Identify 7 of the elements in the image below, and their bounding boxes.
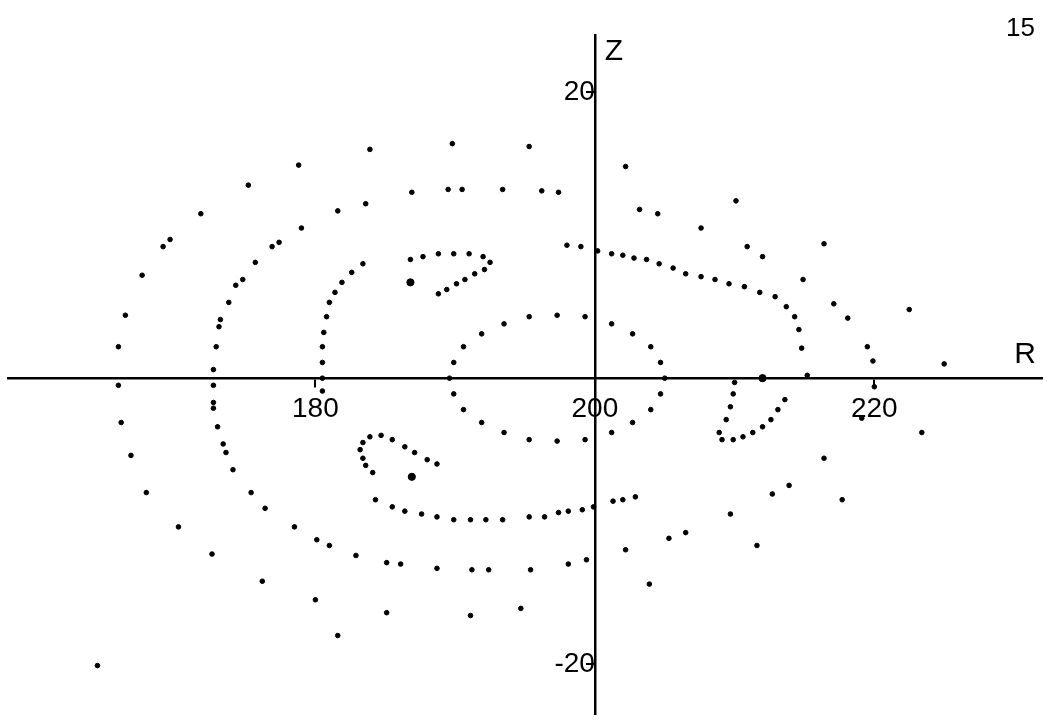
y-tick-label: 20: [563, 74, 595, 106]
annotation: 15: [1006, 12, 1035, 43]
x-axis-title: R: [1014, 336, 1036, 370]
x-tick-label: 220: [850, 391, 898, 423]
x-tick-label: 180: [292, 391, 339, 423]
y-tick-label: -20: [554, 646, 595, 678]
y-axis-title: Z: [604, 33, 624, 67]
